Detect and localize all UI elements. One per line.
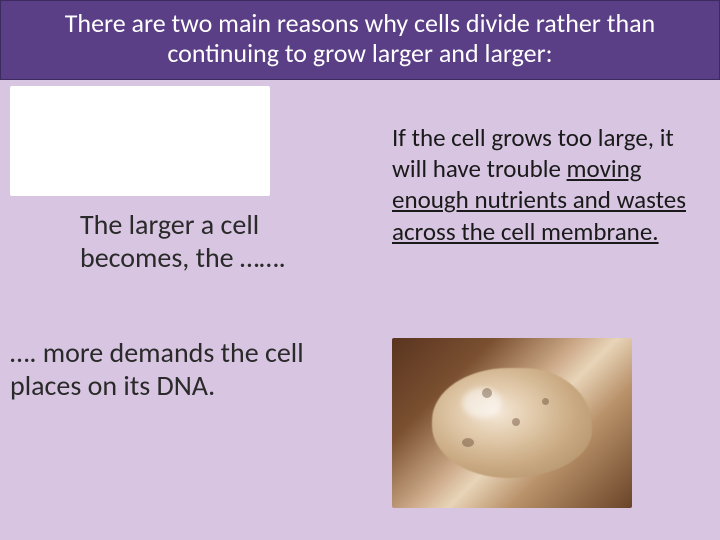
content-area: The larger a cell becomes, the ……. …. mo… xyxy=(0,80,720,540)
cell-spot xyxy=(482,388,492,398)
cell-spot xyxy=(512,418,520,426)
left-reason-part1: The larger a cell becomes, the ……. xyxy=(80,208,310,275)
cell-spot xyxy=(542,398,549,405)
right-reason: If the cell grows too large, it will hav… xyxy=(392,122,702,247)
left-reason-part2: …. more demands the cell places on its D… xyxy=(10,336,330,403)
cell-spot xyxy=(462,438,474,447)
cell-image xyxy=(392,338,632,508)
dna-image xyxy=(10,86,270,196)
slide: There are two main reasons why cells div… xyxy=(0,0,720,540)
title-bar: There are two main reasons why cells div… xyxy=(0,0,720,80)
slide-title: There are two main reasons why cells div… xyxy=(21,9,699,69)
